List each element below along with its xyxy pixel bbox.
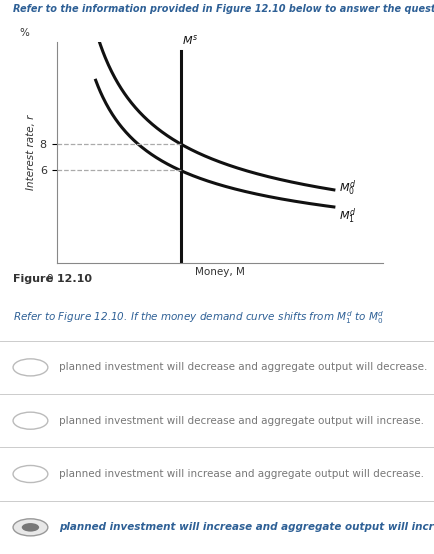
X-axis label: Money, M: Money, M [194,268,244,278]
Text: planned investment will increase and aggregate output will increase.: planned investment will increase and agg… [59,522,434,532]
Text: 0: 0 [47,274,53,284]
Text: $M_0^d$: $M_0^d$ [338,178,355,198]
Text: planned investment will decrease and aggregate output will increase.: planned investment will decrease and agg… [59,416,423,425]
Text: Figure 12.10: Figure 12.10 [13,274,92,284]
Circle shape [13,519,48,536]
Text: %: % [19,28,29,38]
Text: planned investment will decrease and aggregate output will decrease.: planned investment will decrease and agg… [59,362,426,372]
Y-axis label: Interest rate, r: Interest rate, r [26,115,36,190]
Text: planned investment will increase and aggregate output will decrease.: planned investment will increase and agg… [59,469,423,479]
Text: $M_1^d$: $M_1^d$ [338,207,355,226]
Text: Refer to the information provided in Figure 12.10 below to answer the questions : Refer to the information provided in Fig… [13,4,434,14]
Circle shape [22,523,39,532]
Text: Refer to Figure 12.10. If the money demand curve shifts from $M_1^d$ to $M_0^d$: Refer to Figure 12.10. If the money dema… [13,309,384,326]
Text: $M^s$: $M^s$ [182,33,198,47]
